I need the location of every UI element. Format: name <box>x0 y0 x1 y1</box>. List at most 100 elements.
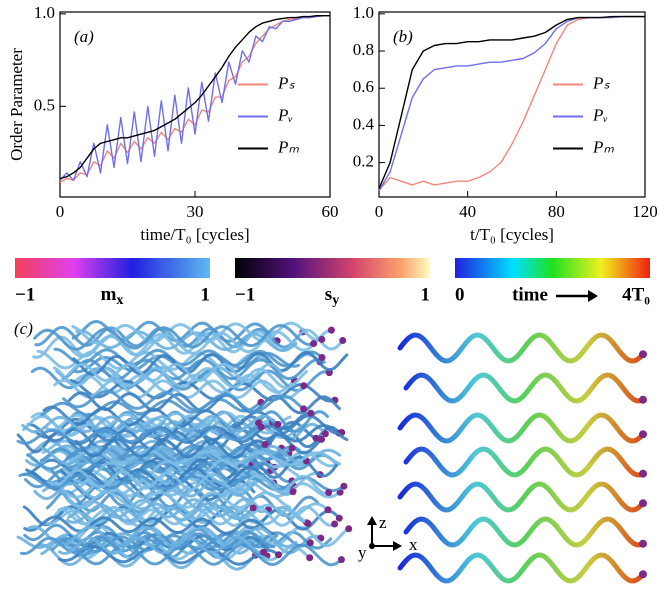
y-tick-label: 0.6 <box>353 77 374 96</box>
trajectory-end <box>639 395 647 404</box>
tube <box>58 535 265 556</box>
y-axis-label: Order Parameter <box>7 48 26 161</box>
tube-end <box>321 430 329 438</box>
tube <box>68 448 342 467</box>
tube-end <box>288 444 296 452</box>
tube <box>33 323 316 351</box>
colorbar-max: 1 <box>201 284 211 305</box>
tube-end <box>337 556 345 564</box>
x-tick-label: 0 <box>375 202 384 221</box>
trajectory <box>397 332 646 364</box>
y-tick-label: 1.0 <box>34 3 55 22</box>
x-tick-label: 40 <box>459 202 476 221</box>
colorbar-min: −1 <box>235 284 255 305</box>
tube-end <box>249 504 257 512</box>
tube <box>72 351 349 377</box>
colorbar-title-sub: y <box>332 293 339 308</box>
tube <box>43 410 260 432</box>
tube <box>54 505 337 528</box>
colorbar-title: time <box>512 284 548 305</box>
tube-end <box>345 525 353 533</box>
tube-end <box>325 489 333 496</box>
tube-end <box>300 382 308 390</box>
colorbar-title-main: s <box>325 284 332 305</box>
x-axis-label: t/T₀ [cycles] <box>470 225 554 244</box>
tube-end <box>289 488 297 496</box>
tube-end <box>312 434 320 442</box>
legend-label: Pₘ <box>592 137 614 156</box>
axis-origin <box>369 543 375 549</box>
trajectory <box>403 516 646 548</box>
y-tick-label: 0.2 <box>353 152 374 171</box>
x-axis-label: time/T₀ [cycles] <box>140 225 249 244</box>
x-tick-label: 30 <box>187 202 204 221</box>
y-tick-label: 0.5 <box>34 95 55 114</box>
tube <box>53 378 306 400</box>
tube-end <box>306 539 314 547</box>
series-line <box>378 15 645 191</box>
legend-label: Pᵥ <box>592 105 608 124</box>
tube <box>30 366 331 393</box>
trajectory-end <box>639 430 647 439</box>
tube <box>75 329 298 353</box>
x-tick-label: 80 <box>548 202 565 221</box>
tube-end <box>310 340 318 347</box>
tube-end <box>331 520 339 528</box>
tube-end <box>275 551 282 559</box>
y-tick-label: 1.0 <box>353 3 374 22</box>
colorbar-title: mx <box>101 284 124 308</box>
series-line <box>59 15 330 183</box>
tube <box>23 515 276 536</box>
colorbar <box>455 258 650 278</box>
tube-end <box>324 506 332 514</box>
plot-frame <box>378 11 646 198</box>
trajectory <box>403 446 646 478</box>
x-tick-label: 0 <box>56 202 65 221</box>
colorbar-title-sub: x <box>116 293 123 308</box>
series-line <box>59 15 330 181</box>
tube <box>65 501 255 524</box>
tube <box>68 522 351 548</box>
colorbar-title-main: m <box>101 284 117 305</box>
tube <box>57 477 256 502</box>
axis-arrow-head <box>393 541 402 551</box>
tube-end <box>335 514 343 522</box>
tube-end <box>257 423 265 431</box>
tube <box>66 490 292 510</box>
rendering-right <box>397 332 647 584</box>
colorbar-min: 0 <box>455 284 465 305</box>
axis-label: y <box>358 543 367 562</box>
tube <box>74 437 267 460</box>
tube <box>62 389 306 414</box>
y-tick-label: 0.8 <box>353 40 374 59</box>
axis-label: z <box>379 513 387 532</box>
legend-label: Pₛ <box>277 73 295 92</box>
time-arrow-head <box>588 290 598 302</box>
tube-end <box>300 405 308 413</box>
tube-end <box>339 337 347 344</box>
tube <box>58 545 280 566</box>
colorbar-title: sy <box>325 284 339 308</box>
tube-end <box>318 354 326 361</box>
tube <box>61 358 326 381</box>
tube-end <box>260 548 267 556</box>
tube-end <box>318 335 326 343</box>
axis-arrow-head <box>367 516 377 525</box>
tube <box>53 365 308 390</box>
trajectory-end <box>639 570 647 579</box>
series-line <box>59 15 330 180</box>
legend-label: Pₛ <box>592 73 610 92</box>
tube-end <box>274 420 282 428</box>
trajectory <box>403 372 646 404</box>
tube <box>16 425 263 445</box>
colorbar-max: 1 <box>421 284 431 305</box>
trajectory-end <box>639 499 647 508</box>
tube-end <box>306 554 314 562</box>
axis-label: x <box>409 535 418 554</box>
x-tick-label: 60 <box>322 202 339 221</box>
trajectory-end <box>639 469 647 478</box>
tube <box>20 530 275 556</box>
trajectory-end <box>639 350 647 359</box>
tube <box>27 525 298 549</box>
